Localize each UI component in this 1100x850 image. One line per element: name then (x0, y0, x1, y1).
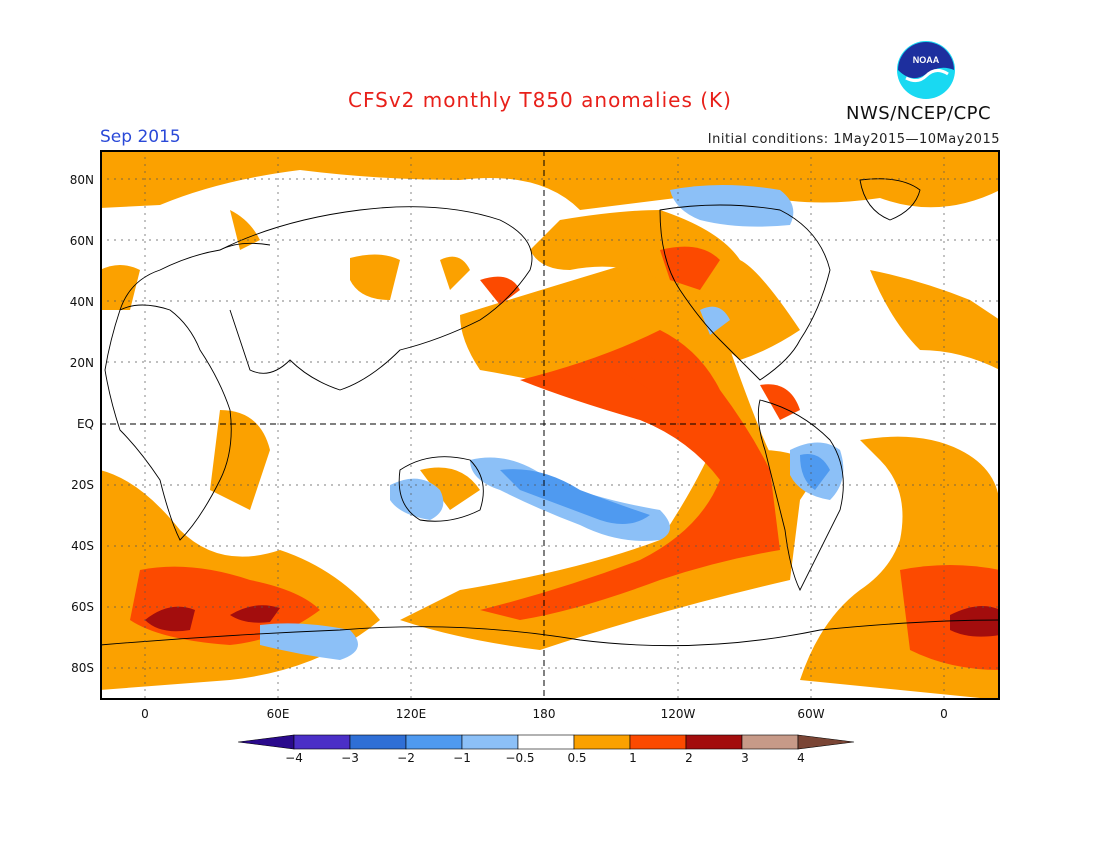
colorbar-arrow-low (238, 734, 295, 750)
noaa-logo-icon: NOAA (897, 41, 955, 99)
colorbar-cell (349, 734, 407, 750)
noaa-logo-text: NOAA (913, 55, 940, 65)
colorbar-label: −2 (397, 751, 415, 765)
valid-month-label: Sep 2015 (100, 127, 181, 147)
graticule (100, 150, 1000, 700)
lat-label-80n: 80N (69, 173, 94, 187)
colorbar-cell (461, 734, 519, 750)
colorbar-label: −4 (285, 751, 303, 765)
lon-label-0: 0 (141, 707, 149, 721)
lon-label-120e: 120E (395, 707, 427, 721)
lon-label-120w: 120W (660, 707, 696, 721)
colorbar-label: −0.5 (505, 751, 535, 765)
lat-label-40n: 40N (69, 295, 94, 309)
lat-label-80s: 80S (71, 661, 94, 675)
colorbar-cell (741, 734, 799, 750)
colorbar-label: 4 (797, 751, 805, 765)
colorbar-label: 0.5 (567, 751, 587, 765)
colorbar-cell (685, 734, 743, 750)
coastlines (100, 178, 1000, 647)
map-frame (100, 150, 1000, 700)
colorbar-cell (573, 734, 631, 750)
equator-dateline (100, 150, 1000, 700)
colorbar-label: 2 (685, 751, 693, 765)
agency-label: NWS/NCEP/CPC (846, 103, 992, 124)
lat-label-40s: 40S (71, 539, 94, 553)
colorbar-label: 1 (629, 751, 637, 765)
anomaly-map (100, 150, 1000, 700)
lon-label-60e: 60E (266, 707, 290, 721)
lon-label-0-east: 0 (940, 707, 948, 721)
lat-label-eq: EQ (76, 417, 94, 431)
colorbar (238, 734, 855, 750)
colorbar-cell (405, 734, 463, 750)
colorbar-arrow-high (797, 734, 855, 750)
lat-label-60s: 60S (71, 600, 94, 614)
hot-anomaly-shading (145, 605, 1000, 637)
colorbar-label: −1 (453, 751, 471, 765)
lat-label-20n: 20N (69, 356, 94, 370)
colorbar-cell (293, 734, 351, 750)
lon-label-60w: 60W (797, 707, 825, 721)
initial-conditions-label: Initial conditions: 1May2015—10May2015 (707, 132, 1000, 147)
lon-label-180: 180 (532, 707, 556, 721)
colorbar-cell (517, 734, 575, 750)
strong-warm-shading (130, 246, 1000, 670)
map-title: CFSv2 monthly T850 anomalies (K) (348, 88, 732, 112)
colorbar-cell (629, 734, 687, 750)
colorbar-label: 3 (741, 751, 749, 765)
moderate-cool-shading (500, 454, 830, 524)
lat-label-60n: 60N (69, 234, 94, 248)
lat-label-20s: 20S (71, 478, 94, 492)
colorbar-label: −3 (341, 751, 359, 765)
